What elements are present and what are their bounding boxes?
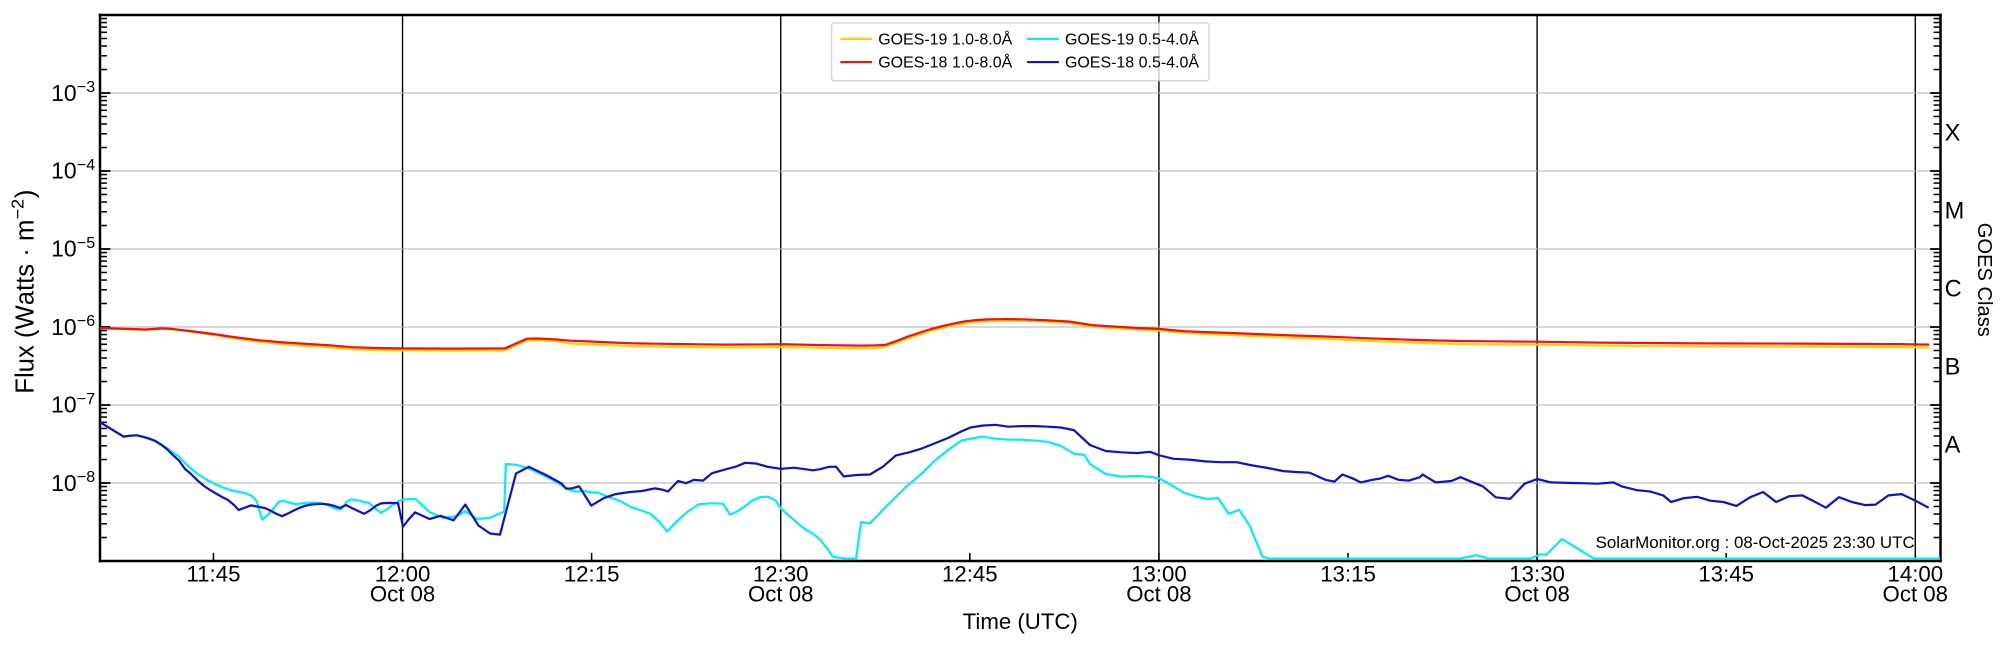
svg-text:1 0 −: 1 0 − 6 bbox=[51, 306, 95, 340]
svg-text:F l u x: F l u x ( W a t t s · m ) − 2 bbox=[4, 184, 40, 394]
svg-text:1 0 −: 1 0 − 5 bbox=[51, 228, 95, 262]
svg-text:Time (UTC): Time (UTC) bbox=[963, 609, 1078, 634]
svg-text:1 0 −: 1 0 − 8 bbox=[51, 462, 95, 496]
svg-text:14:00: 14:00 bbox=[1887, 561, 1943, 586]
svg-text:GOES-19 0.5-4.0Å: GOES-19 0.5-4.0Å bbox=[1065, 29, 1199, 48]
svg-text:1 0 −: 1 0 − 7 bbox=[51, 384, 95, 418]
svg-text:1 0 −: 1 0 − 3 bbox=[51, 72, 95, 106]
svg-text:X: X bbox=[1945, 121, 1961, 147]
svg-text:13:15: 13:15 bbox=[1320, 561, 1376, 586]
svg-text:1 0 −: 1 0 − 4 bbox=[51, 150, 95, 184]
svg-text:C: C bbox=[1945, 277, 1962, 303]
svg-text:A: A bbox=[1945, 433, 1961, 459]
svg-text:M: M bbox=[1945, 199, 1965, 225]
svg-text:13:00: 13:00 bbox=[1131, 561, 1187, 586]
svg-text:Oct 08: Oct 08 bbox=[748, 582, 813, 607]
svg-text:GOES-18 1.0-8.0Å: GOES-18 1.0-8.0Å bbox=[878, 53, 1012, 72]
svg-text:GOES-18 0.5-4.0Å: GOES-18 0.5-4.0Å bbox=[1065, 53, 1199, 72]
svg-text:GOES Class: GOES Class bbox=[1973, 223, 1995, 337]
svg-text:12:45: 12:45 bbox=[942, 561, 998, 586]
svg-text:13:30: 13:30 bbox=[1509, 561, 1565, 586]
svg-text:B: B bbox=[1945, 355, 1961, 381]
svg-text:Oct 08: Oct 08 bbox=[370, 582, 435, 607]
svg-text:12:30: 12:30 bbox=[753, 561, 809, 586]
svg-text:Oct 08: Oct 08 bbox=[1883, 582, 1948, 607]
svg-text:12:15: 12:15 bbox=[564, 561, 620, 586]
svg-text:12:00: 12:00 bbox=[375, 561, 431, 586]
svg-text:SolarMonitor.org : 08-Oct-2025: SolarMonitor.org : 08-Oct-2025 23:30 UTC bbox=[1596, 533, 1915, 552]
svg-text:Oct 08: Oct 08 bbox=[1504, 582, 1569, 607]
svg-text:GOES-19 1.0-8.0Å: GOES-19 1.0-8.0Å bbox=[878, 29, 1012, 48]
svg-text:13:45: 13:45 bbox=[1698, 561, 1754, 586]
svg-text:Oct 08: Oct 08 bbox=[1126, 582, 1191, 607]
svg-text:11:45: 11:45 bbox=[186, 561, 240, 586]
